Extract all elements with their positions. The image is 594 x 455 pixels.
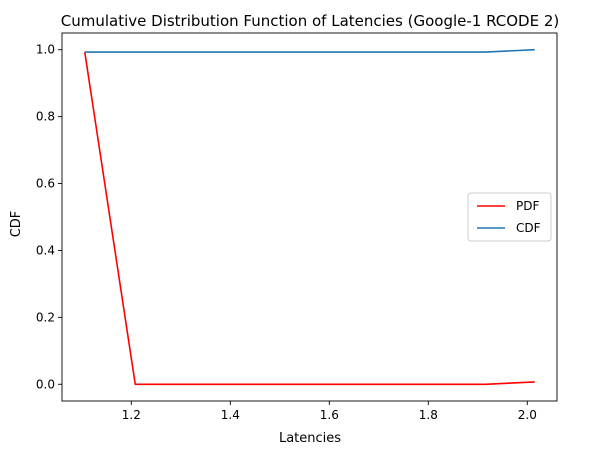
series-line-pdf: [83, 51, 535, 386]
x-tick-label: 1.8: [419, 408, 438, 422]
legend: PDF CDF: [467, 192, 552, 242]
plot-area: 1.2 1.4 1.6 1.8 2.0 0.0 0.2 0.4 0.6 0.8 1.0: [36, 32, 558, 422]
y-tick-label: 0.6: [36, 177, 55, 191]
x-axis-label: Latencies: [279, 431, 341, 446]
y-tick-label: 0.2: [36, 310, 55, 324]
y-tick-label: 0.4: [36, 243, 55, 257]
y-tick-label: 1.0: [36, 43, 55, 57]
x-tick-label: 2.0: [518, 408, 537, 422]
y-axis-label: CDF: [9, 211, 24, 238]
chart-title: Cumulative Distribution Function of Late…: [61, 12, 559, 30]
plot-frame: [61, 32, 558, 402]
legend-label-pdf: PDF: [516, 199, 539, 213]
x-tick-label: 1.4: [221, 408, 240, 422]
legend-box: [467, 192, 552, 242]
x-tick-label: 1.6: [320, 408, 339, 422]
y-tick-label: 0.8: [36, 110, 55, 124]
legend-label-cdf: CDF: [516, 221, 541, 235]
x-tick-label: 1.2: [122, 408, 141, 422]
series-line-cdf: [84, 48, 535, 53]
y-tick-label: 0.0: [36, 377, 55, 391]
